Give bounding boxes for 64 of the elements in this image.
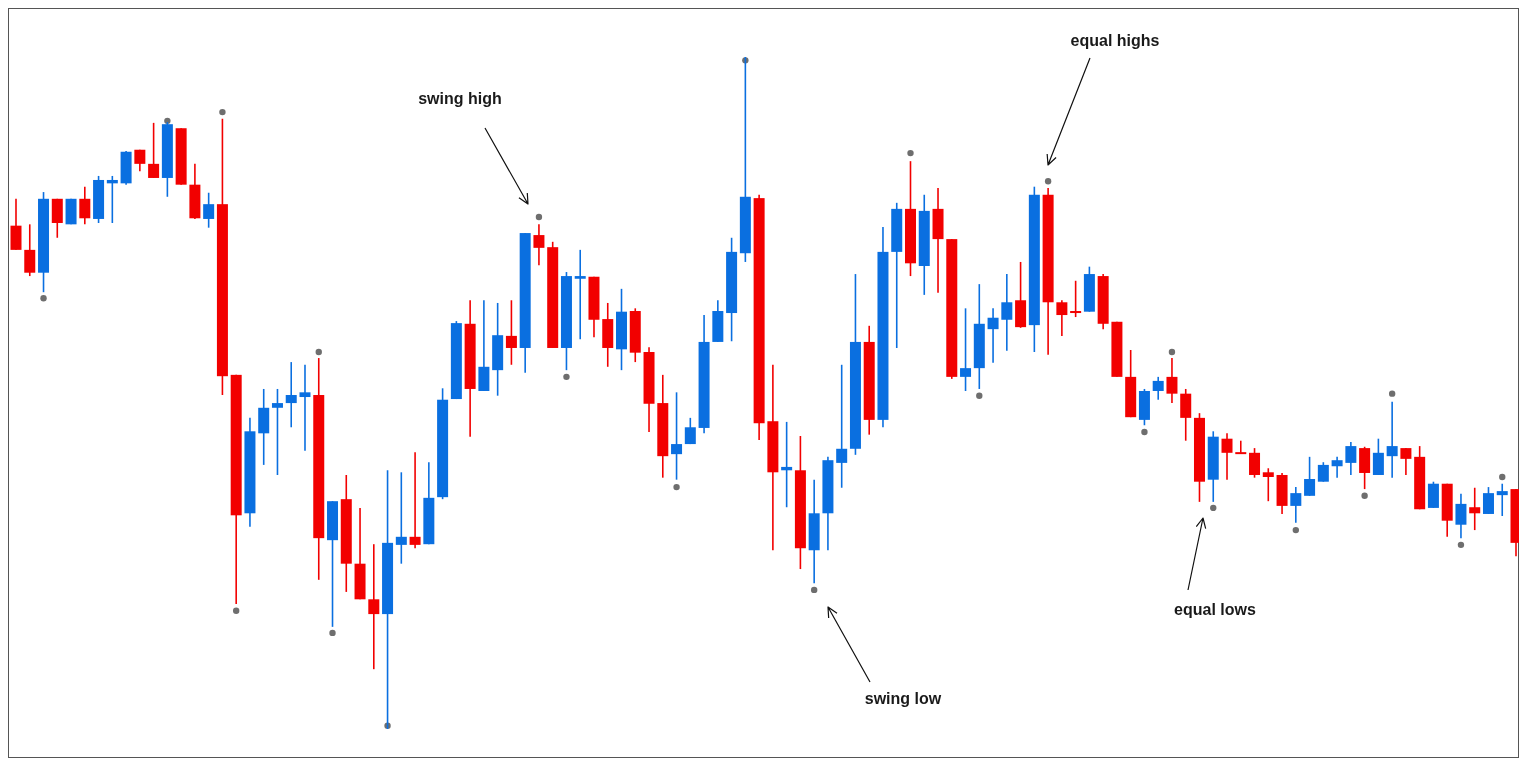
candlestick — [285, 361, 297, 429]
candlestick — [409, 451, 421, 550]
point — [40, 295, 47, 302]
annotation: swing high — [418, 90, 502, 108]
point — [1044, 178, 1052, 185]
candlestick — [203, 191, 215, 229]
candlestick — [1372, 437, 1384, 476]
candlestick — [271, 388, 283, 476]
text: equal highs — [1070, 32, 1160, 50]
candlestick — [533, 223, 545, 267]
annotation: equal lows — [1174, 601, 1256, 619]
candlestick — [1345, 441, 1357, 476]
candlestick — [1455, 493, 1467, 539]
point — [907, 149, 914, 157]
candlestick — [505, 299, 517, 366]
candlestick — [368, 543, 380, 670]
candlestick — [1249, 447, 1261, 479]
point — [1292, 526, 1300, 534]
point — [315, 348, 322, 356]
candlestick — [1469, 486, 1481, 531]
candlestick — [1235, 439, 1247, 455]
point — [563, 373, 570, 381]
annotation: swing low — [864, 690, 942, 708]
candlestick — [299, 363, 311, 452]
candlestick — [987, 307, 999, 364]
point — [232, 607, 240, 614]
candlestick — [1166, 357, 1178, 404]
point — [1499, 473, 1506, 481]
point — [1361, 492, 1368, 500]
candlestick — [1001, 273, 1013, 352]
candlestick — [1331, 456, 1343, 479]
candlestick — [574, 249, 586, 341]
point — [535, 213, 543, 221]
candlestick — [960, 307, 972, 392]
candlestick — [1304, 456, 1316, 497]
point — [673, 483, 680, 491]
candlestick — [1482, 486, 1494, 515]
candlestick — [24, 223, 36, 277]
candlestick — [148, 122, 160, 179]
candlestick — [684, 417, 696, 445]
candlestick — [1262, 467, 1274, 502]
point — [1388, 390, 1396, 397]
point — [1141, 428, 1148, 436]
candlestick — [1152, 376, 1164, 401]
point — [810, 586, 818, 594]
candlestick — [1221, 432, 1233, 481]
candlestick — [1056, 299, 1068, 337]
point — [976, 392, 983, 399]
point — [1168, 348, 1176, 356]
candlestick — [836, 363, 848, 489]
point — [329, 629, 336, 637]
point — [164, 117, 171, 125]
candlestick — [395, 471, 407, 565]
candlestick — [1070, 279, 1082, 318]
candlestick — [1400, 447, 1412, 476]
point — [1457, 541, 1465, 549]
point — [1210, 504, 1217, 512]
candlestick — [1317, 461, 1329, 483]
candlestick — [79, 185, 91, 226]
candlestick — [1386, 400, 1398, 479]
candlestick — [1496, 482, 1508, 517]
candlestick — [671, 391, 683, 481]
candlestick — [1290, 486, 1302, 524]
point — [219, 108, 226, 116]
